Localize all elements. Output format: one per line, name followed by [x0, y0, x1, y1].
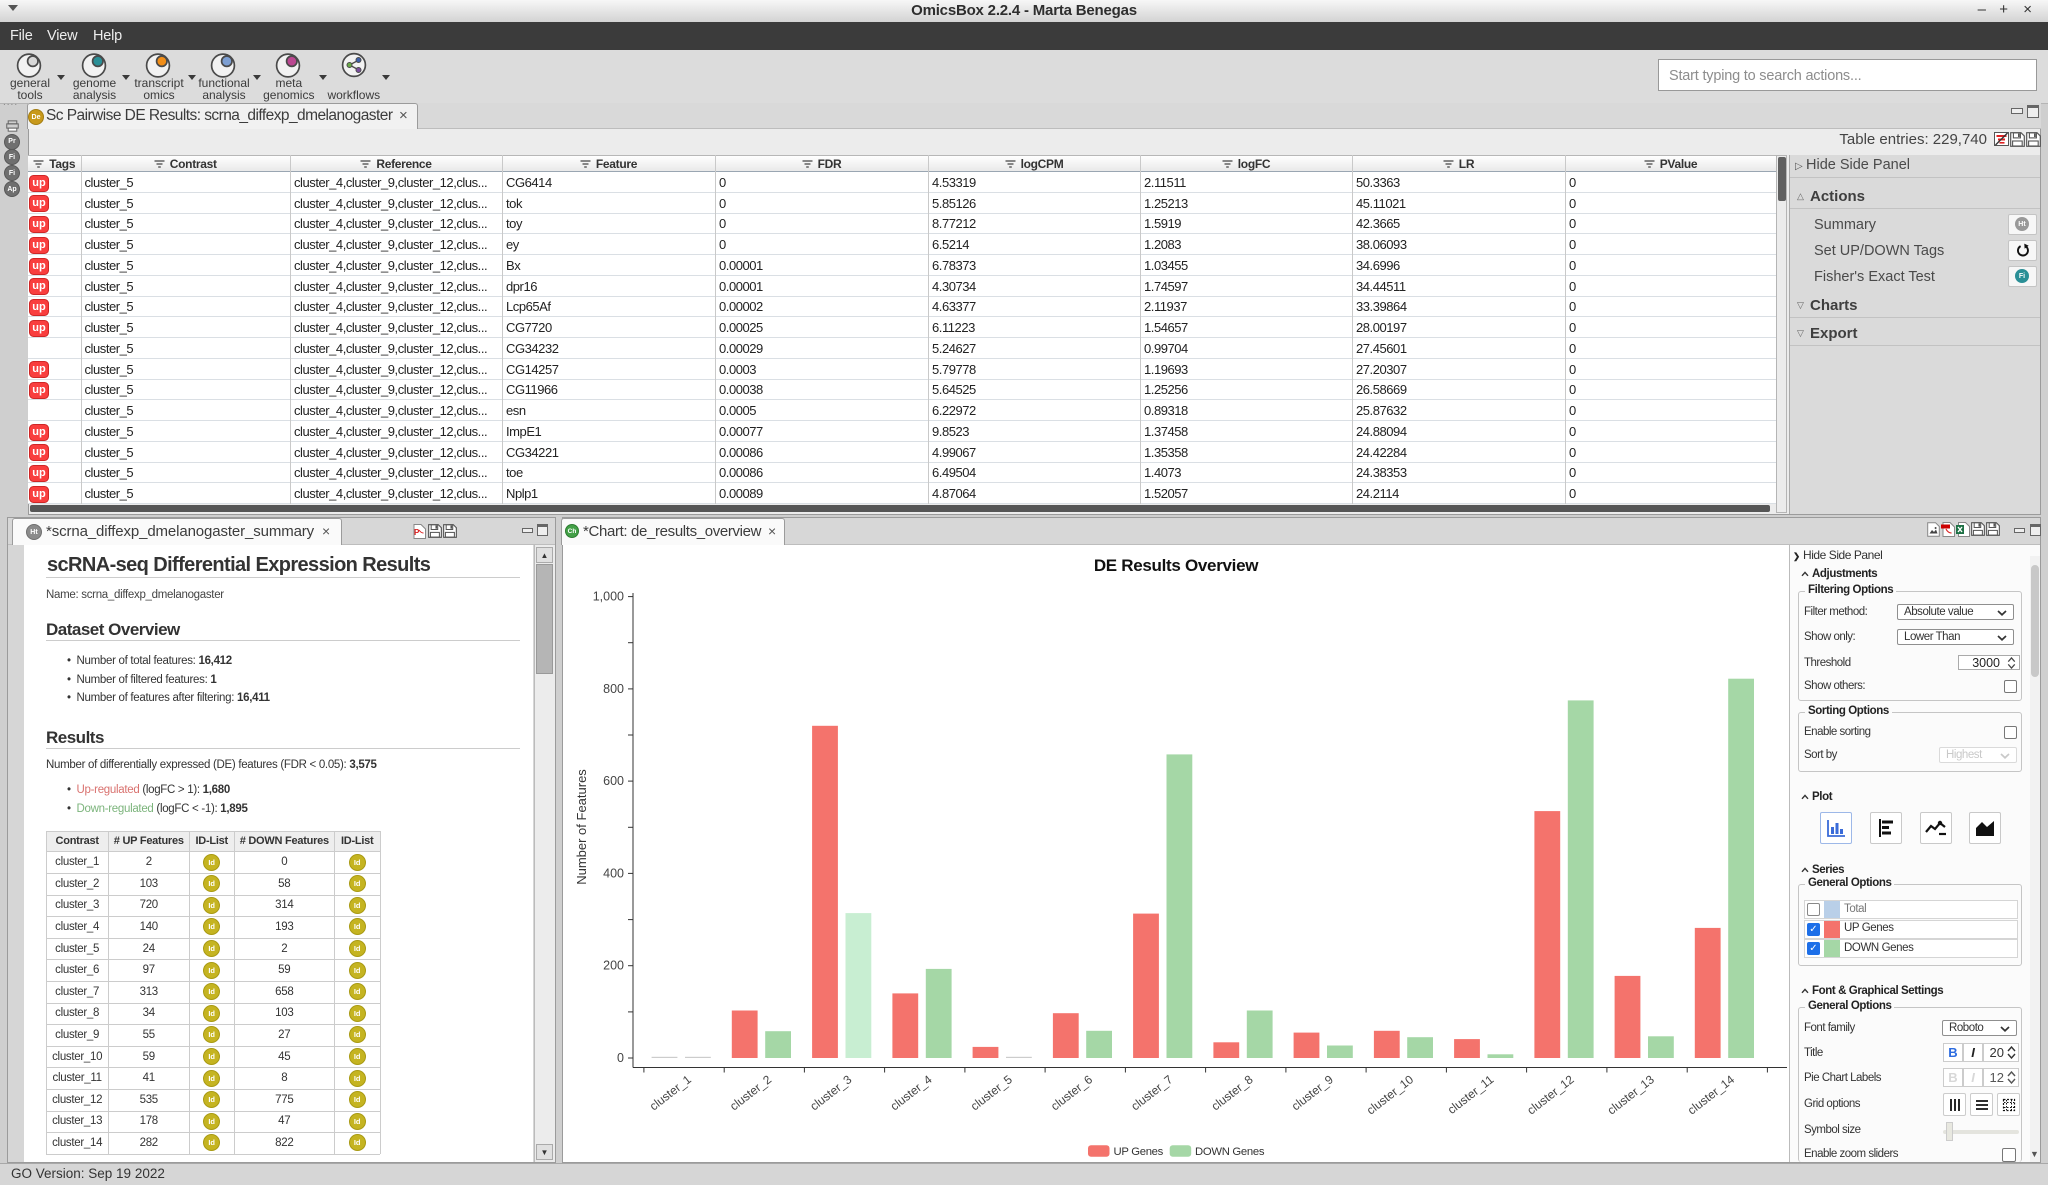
svg-text:DE Results Overview: DE Results Overview — [1094, 556, 1259, 575]
svg-text:1,000: 1,000 — [593, 590, 624, 604]
svg-text:cluster_7: cluster_7 — [1128, 1072, 1175, 1113]
svg-text:cluster_10: cluster_10 — [1364, 1072, 1417, 1117]
svg-text:cluster_1: cluster_1 — [647, 1072, 694, 1113]
svg-text:cluster_2: cluster_2 — [727, 1072, 774, 1113]
svg-text:200: 200 — [603, 959, 624, 973]
svg-text:cluster_14: cluster_14 — [1685, 1072, 1738, 1117]
svg-text:cluster_13: cluster_13 — [1605, 1072, 1658, 1117]
svg-text:cluster_11: cluster_11 — [1445, 1072, 1497, 1117]
svg-text:600: 600 — [603, 774, 624, 788]
svg-text:400: 400 — [603, 866, 624, 880]
svg-text:Number of Features: Number of Features — [574, 769, 589, 885]
svg-text:P: P — [414, 528, 420, 537]
svg-text:cluster_6: cluster_6 — [1048, 1072, 1095, 1113]
svg-text:800: 800 — [603, 682, 624, 696]
svg-text:DOWN Genes: DOWN Genes — [1195, 1146, 1265, 1158]
svg-text:0: 0 — [617, 1051, 624, 1065]
svg-text:cluster_12: cluster_12 — [1524, 1072, 1577, 1117]
svg-text:cluster_3: cluster_3 — [807, 1072, 854, 1113]
svg-text:cluster_4: cluster_4 — [888, 1072, 935, 1113]
svg-text:cluster_5: cluster_5 — [968, 1072, 1015, 1113]
svg-text:cluster_8: cluster_8 — [1209, 1072, 1256, 1113]
svg-text:UP Genes: UP Genes — [1114, 1146, 1164, 1158]
svg-text:cluster_9: cluster_9 — [1289, 1072, 1336, 1113]
